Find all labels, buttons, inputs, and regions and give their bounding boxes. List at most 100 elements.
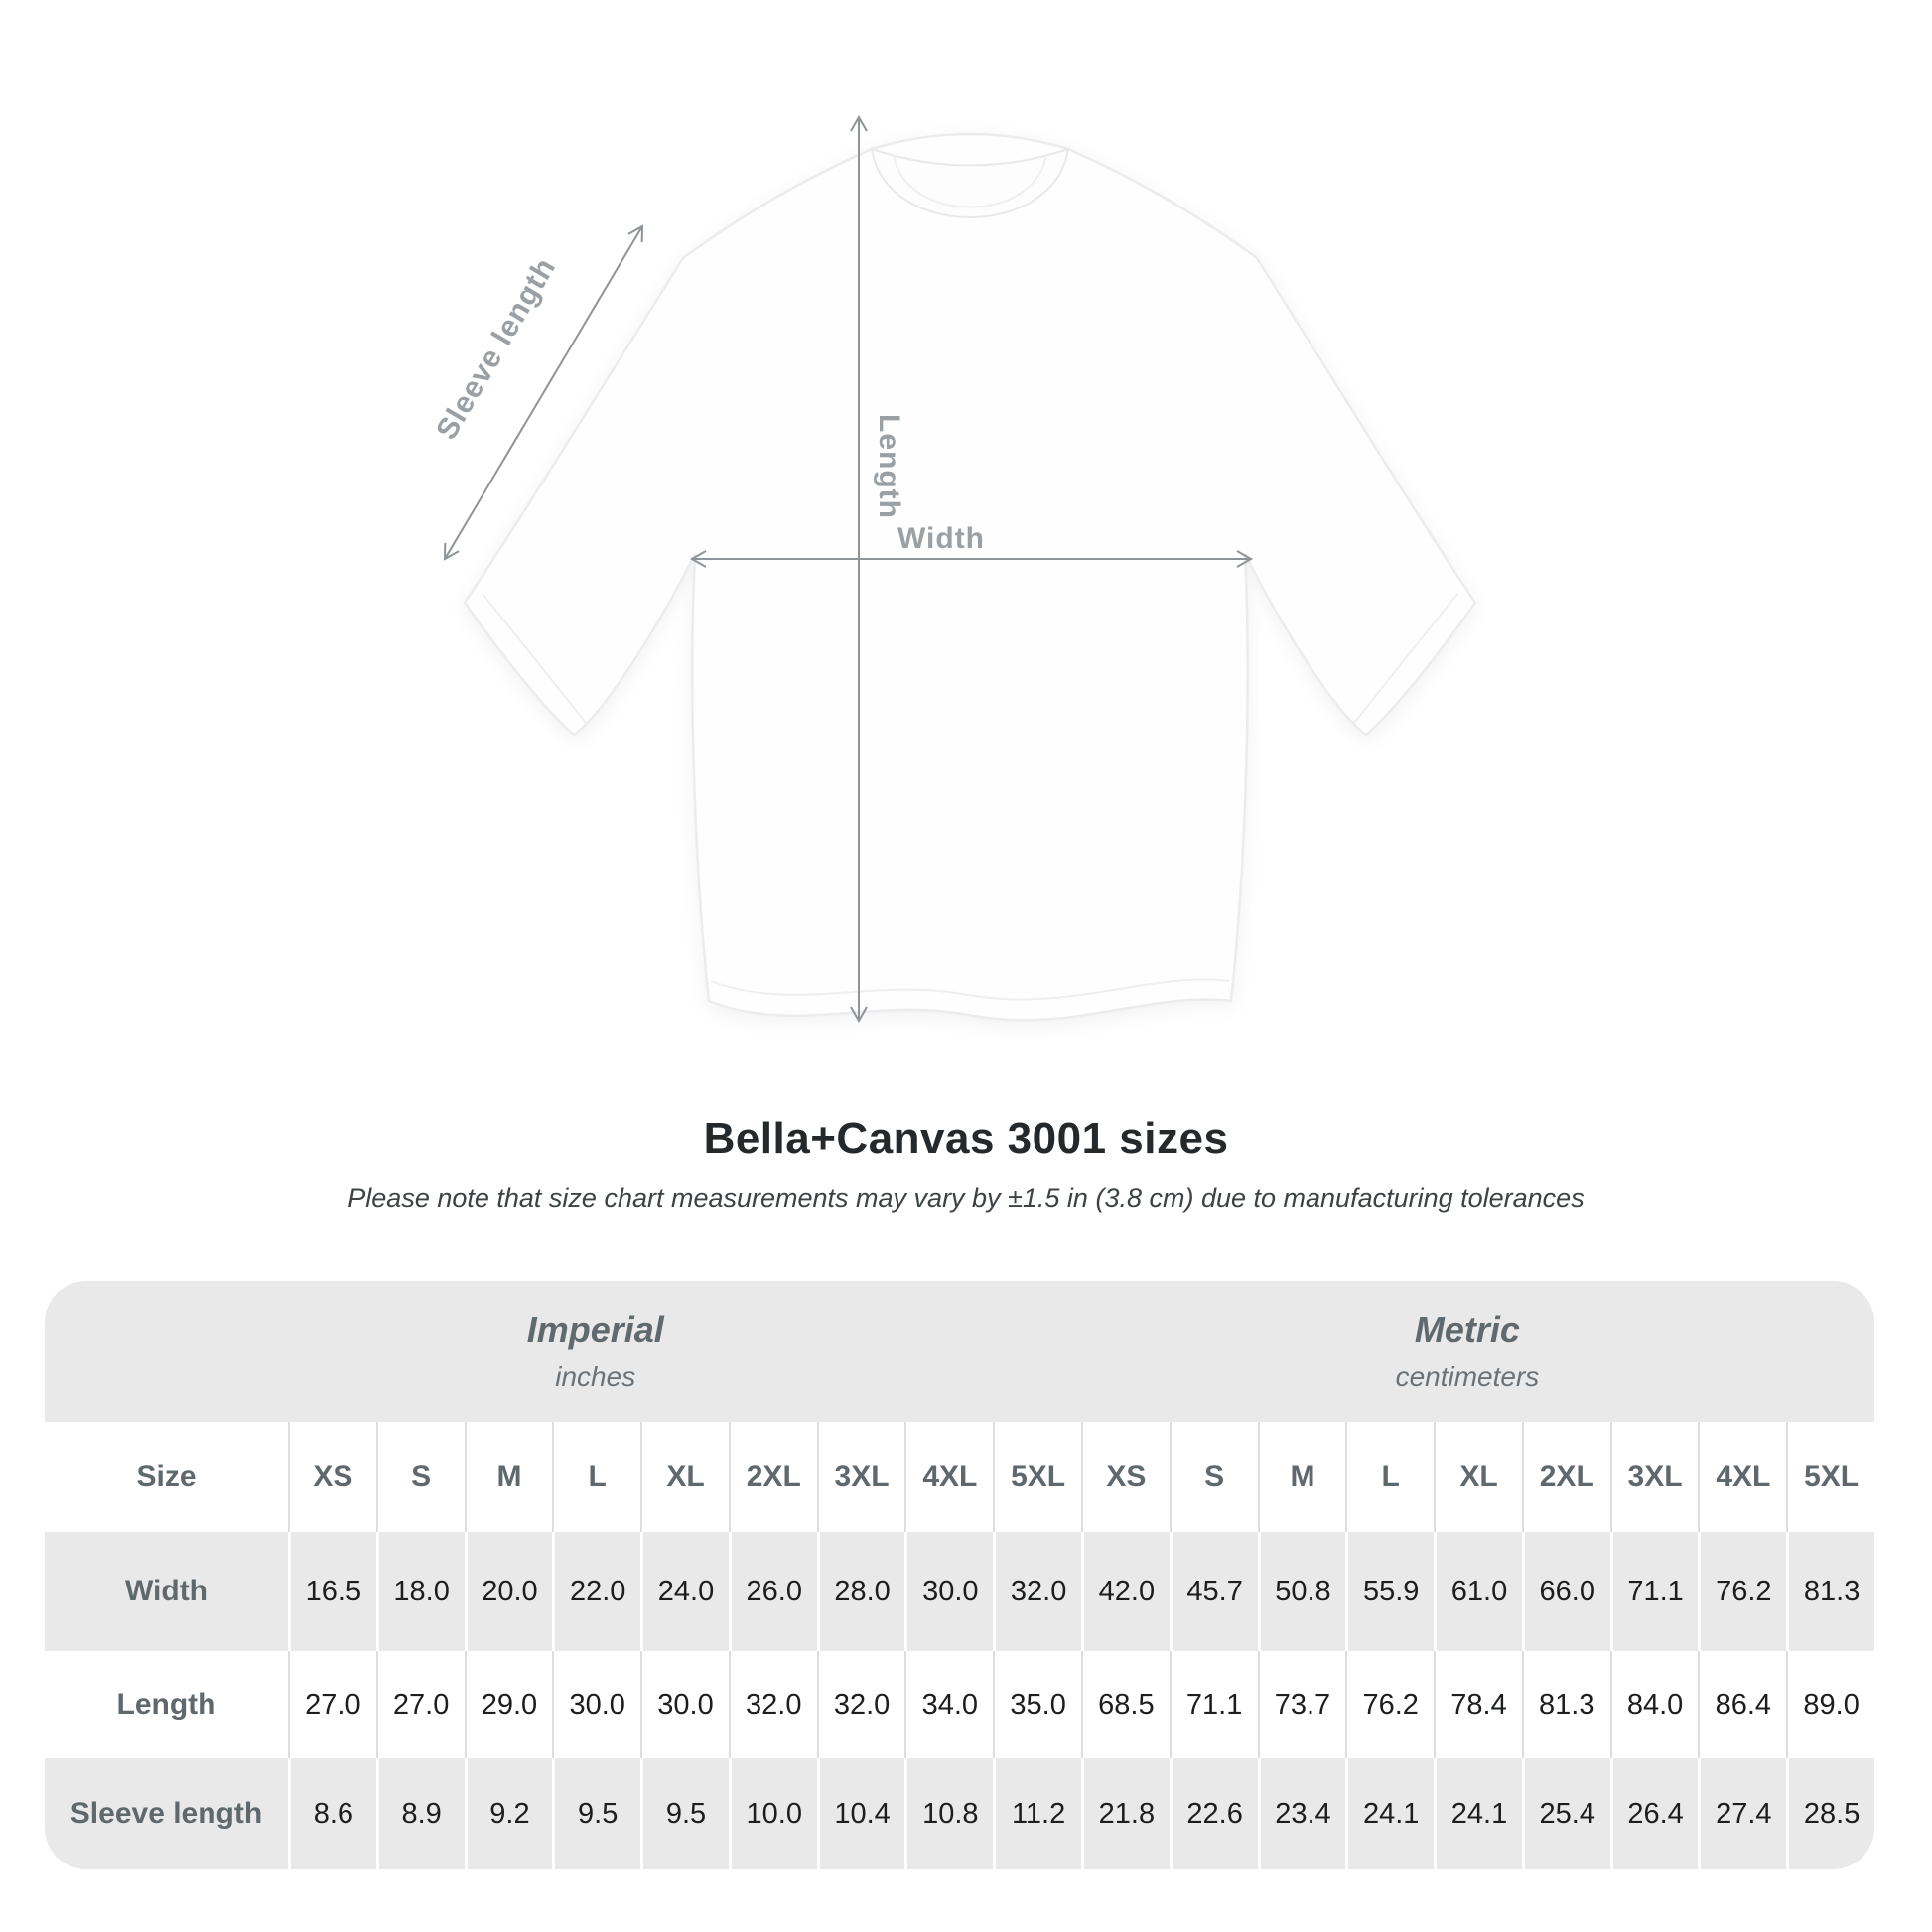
table-cell: 35.0 bbox=[993, 1651, 1081, 1758]
page-title: Bella+Canvas 3001 sizes bbox=[703, 1114, 1229, 1163]
table-cell: 81.3 bbox=[1786, 1532, 1874, 1651]
size-header: 3XL bbox=[1609, 1422, 1699, 1532]
size-header: XS bbox=[288, 1422, 376, 1532]
table-cell: 45.7 bbox=[1169, 1532, 1258, 1651]
table-cell: 30.0 bbox=[640, 1651, 729, 1758]
table-cell: 86.4 bbox=[1698, 1651, 1786, 1758]
table-cell: 27.0 bbox=[288, 1651, 376, 1758]
table-cell: 21.8 bbox=[1081, 1758, 1170, 1869]
metric-unit: centimeters bbox=[1395, 1361, 1540, 1392]
table-cell: 9.5 bbox=[640, 1758, 729, 1869]
table-cell: 8.6 bbox=[288, 1758, 376, 1869]
table-cell: 27.0 bbox=[375, 1651, 465, 1758]
table-cell: 61.0 bbox=[1434, 1532, 1522, 1651]
table-cell: 71.1 bbox=[1609, 1532, 1699, 1651]
table-cell: 26.0 bbox=[728, 1532, 817, 1651]
size-header: M bbox=[1257, 1422, 1346, 1532]
size-header: S bbox=[375, 1422, 465, 1532]
table-cell: 32.0 bbox=[728, 1651, 817, 1758]
table-cell: 68.5 bbox=[1081, 1651, 1170, 1758]
size-header: 4XL bbox=[1698, 1422, 1786, 1532]
table-cell: 76.2 bbox=[1345, 1651, 1434, 1758]
size-header: L bbox=[1345, 1422, 1434, 1532]
table-cell: 22.6 bbox=[1169, 1758, 1258, 1869]
table-cell: 55.9 bbox=[1345, 1532, 1434, 1651]
table-cell: 23.4 bbox=[1257, 1758, 1346, 1869]
width-label: Width bbox=[897, 522, 985, 555]
table-cell: 22.0 bbox=[552, 1532, 640, 1651]
imperial-section-header: Imperial inches bbox=[45, 1281, 1146, 1422]
table-cell: 28.5 bbox=[1786, 1758, 1874, 1869]
metric-section-header: Metric centimeters bbox=[1060, 1281, 1874, 1422]
table-cell: 25.4 bbox=[1521, 1758, 1610, 1869]
table-cell: 24.0 bbox=[640, 1532, 729, 1651]
table-cell: 8.9 bbox=[375, 1758, 465, 1869]
table-cell: 84.0 bbox=[1609, 1651, 1699, 1758]
size-header: 5XL bbox=[993, 1422, 1081, 1532]
table-row-sleeve-length: Sleeve length 8.6 8.9 9.2 9.5 9.5 10.0 1… bbox=[45, 1758, 1874, 1869]
size-header: 5XL bbox=[1786, 1422, 1874, 1532]
size-header: L bbox=[552, 1422, 640, 1532]
tshirt-graphic bbox=[463, 132, 1477, 1022]
table-cell: 27.4 bbox=[1698, 1758, 1786, 1869]
table-cell: 24.1 bbox=[1345, 1758, 1434, 1869]
metric-title: Metric bbox=[1414, 1310, 1520, 1350]
unit-band: Imperial inches Metric centimeters bbox=[45, 1281, 1874, 1422]
tshirt-collar bbox=[870, 147, 1070, 218]
size-header: XL bbox=[640, 1422, 729, 1532]
size-header: 2XL bbox=[728, 1422, 817, 1532]
table-cell: 9.2 bbox=[464, 1758, 553, 1869]
table-cell: 32.0 bbox=[816, 1651, 905, 1758]
table-cell: 50.8 bbox=[1257, 1532, 1346, 1651]
table-cell: 9.5 bbox=[552, 1758, 640, 1869]
sleeve-length-arrow bbox=[443, 224, 644, 561]
size-header: 3XL bbox=[816, 1422, 905, 1532]
table-cell: 10.8 bbox=[904, 1758, 993, 1869]
table-cell: 20.0 bbox=[464, 1532, 553, 1651]
table-cell: 30.0 bbox=[552, 1651, 640, 1758]
tshirt-measurement-diagram: Sleeve length Length Width bbox=[430, 114, 1477, 1024]
table-cell: 29.0 bbox=[464, 1651, 553, 1758]
table-cell: 66.0 bbox=[1521, 1532, 1610, 1651]
table-cell: 89.0 bbox=[1786, 1651, 1874, 1758]
table-cell: 26.4 bbox=[1609, 1758, 1699, 1869]
sleeve-length-label: Sleeve length bbox=[430, 252, 562, 446]
table-cell: 73.7 bbox=[1257, 1651, 1346, 1758]
table-cell: 10.0 bbox=[728, 1758, 817, 1869]
table-cell: 78.4 bbox=[1434, 1651, 1522, 1758]
size-table: Imperial inches Metric centimeters .band… bbox=[45, 1281, 1874, 1869]
table-cell: 34.0 bbox=[904, 1651, 993, 1758]
size-column-header: Size bbox=[136, 1459, 197, 1493]
size-header: S bbox=[1169, 1422, 1258, 1532]
size-header: 4XL bbox=[904, 1422, 993, 1532]
row-label: Length bbox=[116, 1688, 216, 1721]
table-cell: 11.2 bbox=[993, 1758, 1081, 1869]
table-cell: 32.0 bbox=[993, 1532, 1081, 1651]
size-header: XS bbox=[1081, 1422, 1170, 1532]
width-arrow bbox=[689, 550, 1254, 568]
table-cell: 28.0 bbox=[816, 1532, 905, 1651]
table-cell: 18.0 bbox=[375, 1532, 465, 1651]
table-cell: 30.0 bbox=[904, 1532, 993, 1651]
table-cell: 71.1 bbox=[1169, 1651, 1258, 1758]
table-row-length: Length 27.0 27.0 29.0 30.0 30.0 32.0 32.… bbox=[45, 1651, 1874, 1758]
size-header: M bbox=[464, 1422, 553, 1532]
table-row-width: Width 16.5 18.0 20.0 22.0 24.0 26.0 28.0… bbox=[45, 1532, 1874, 1651]
length-label: Length bbox=[873, 414, 905, 519]
row-label: Width bbox=[124, 1575, 208, 1607]
row-label: Sleeve length bbox=[69, 1797, 263, 1830]
table-cell: 81.3 bbox=[1521, 1651, 1610, 1758]
size-header: 2XL bbox=[1521, 1422, 1610, 1532]
table-cell: 16.5 bbox=[288, 1532, 376, 1651]
length-arrow bbox=[850, 114, 868, 1024]
table-cell: 10.4 bbox=[816, 1758, 905, 1869]
imperial-title: Imperial bbox=[526, 1310, 664, 1350]
size-header: XL bbox=[1434, 1422, 1522, 1532]
table-cell: 42.0 bbox=[1081, 1532, 1170, 1651]
table-header-row: Size XS S M L XL 2XL 3XL 4XL 5XL XS S M … bbox=[45, 1422, 1874, 1532]
table-cell: 76.2 bbox=[1698, 1532, 1786, 1651]
table-cell: 24.1 bbox=[1434, 1758, 1522, 1869]
imperial-unit: inches bbox=[555, 1361, 636, 1392]
tolerance-note: Please note that size chart measurements… bbox=[347, 1183, 1585, 1213]
